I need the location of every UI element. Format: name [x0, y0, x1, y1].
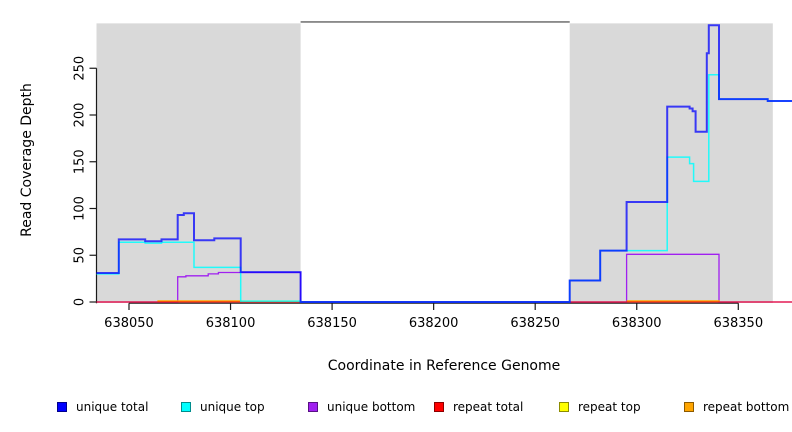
y-tick-label: 150 — [73, 149, 88, 174]
x-tick-label: 638350 — [713, 316, 763, 331]
y-tick-label: 50 — [73, 247, 88, 264]
legend-item-unique-bottom: unique bottom — [308, 398, 415, 416]
legend-swatch-unique-total — [57, 402, 67, 412]
shaded-region — [569, 23, 773, 304]
legend-swatch-repeat-total — [434, 402, 444, 412]
legend-swatch-unique-bottom — [308, 402, 318, 412]
x-axis-title: Coordinate in Reference Genome — [327, 358, 561, 374]
x-tick-label: 638100 — [206, 316, 256, 331]
y-tick-label: 250 — [73, 56, 88, 81]
series-unique-bottom — [96, 253, 792, 303]
legend-swatch-repeat-bottom — [684, 402, 694, 412]
legend-item-repeat-top: repeat top — [559, 398, 641, 416]
y-tick-label: 100 — [73, 196, 88, 221]
legend-label: repeat bottom — [703, 400, 790, 414]
legend-swatch-unique-top — [181, 402, 191, 412]
y-tick-label: 0 — [73, 298, 88, 306]
x-tick-label: 638050 — [104, 316, 154, 331]
legend-label: repeat top — [578, 400, 641, 414]
legend-label: unique top — [200, 400, 265, 414]
legend-item-repeat-total: repeat total — [434, 398, 523, 416]
y-axis-title: Read Coverage Depth — [19, 83, 35, 237]
legend-item-unique-top: unique top — [181, 398, 265, 416]
legend-label: unique total — [76, 400, 149, 414]
legend-label: repeat total — [453, 400, 524, 414]
series-unique-total — [96, 24, 792, 303]
x-tick-label: 638200 — [409, 316, 459, 331]
y-tick-label: 200 — [73, 103, 88, 128]
legend-swatch-repeat-top — [559, 402, 569, 412]
x-tick-label: 638300 — [612, 316, 662, 331]
legend: unique total unique top unique bottom repea… — [0, 398, 792, 418]
x-tick-label: 638250 — [510, 316, 560, 331]
legend-item-unique-total: unique total — [57, 398, 148, 416]
legend-label: unique bottom — [327, 400, 416, 414]
legend-item-repeat-bottom: repeat bottom — [684, 398, 789, 416]
x-tick-label: 638150 — [307, 316, 357, 331]
shaded-region — [96, 23, 301, 304]
